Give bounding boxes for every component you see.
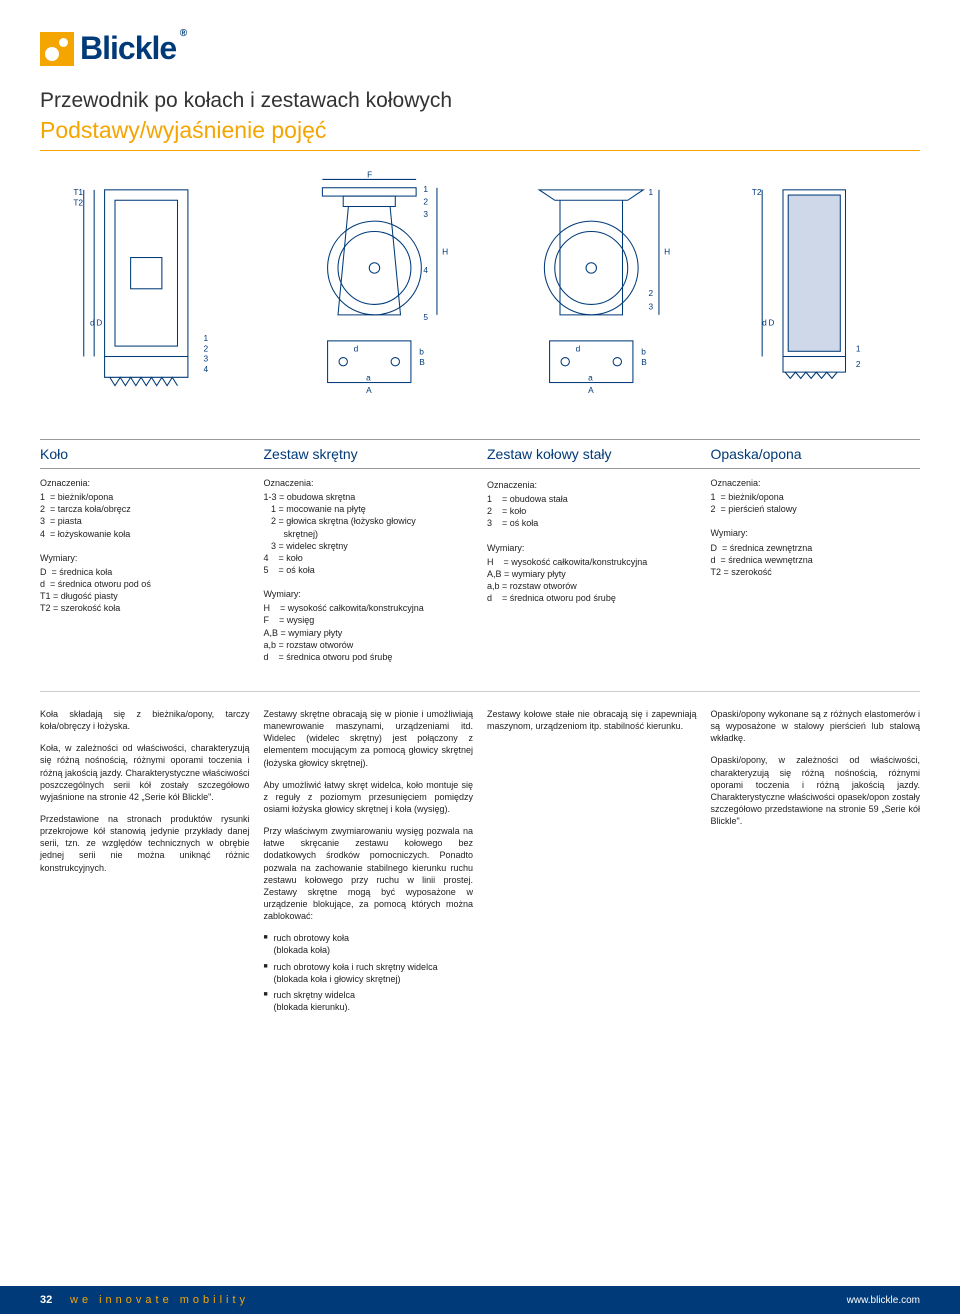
svg-text:1: 1 <box>204 333 209 343</box>
svg-text:D: D <box>768 317 774 327</box>
svg-text:b: b <box>641 346 646 356</box>
svg-text:1: 1 <box>649 187 654 197</box>
svg-text:2: 2 <box>204 343 209 353</box>
diagram-wheel: T1T2 12 34 Dd <box>40 169 253 419</box>
svg-text:B: B <box>419 357 425 367</box>
svg-text:1: 1 <box>855 343 860 353</box>
svg-text:H: H <box>664 246 670 256</box>
svg-text:T1: T1 <box>73 187 83 197</box>
svg-text:F: F <box>367 169 372 179</box>
col-1-defs: Oznaczenia: 1 = bieżnik/opona 2 = tarcza… <box>40 477 250 675</box>
svg-text:d: d <box>353 343 358 353</box>
column-headers: Koło Zestaw skrętny Zestaw kołowy stały … <box>40 439 920 469</box>
header-zestaw-skretny: Zestaw skrętny <box>264 446 474 462</box>
col-4-defs: Oznaczenia: 1 = bieżnik/opona 2 = pierśc… <box>711 477 921 675</box>
svg-text:4: 4 <box>423 265 428 275</box>
col-3-defs: Oznaczenia: 1 = obudowa stała 2 = koło 3… <box>487 477 697 675</box>
svg-text:D: D <box>96 317 102 327</box>
col-2-bullets: ruch obrotowy koła(blokada koła) ruch ob… <box>264 932 474 1013</box>
svg-text:2: 2 <box>649 288 654 298</box>
page-title: Przewodnik po kołach i zestawach kołowyc… <box>40 89 920 113</box>
svg-text:d: d <box>576 343 581 353</box>
page-number: 32 <box>40 1294 70 1306</box>
diagram-fixed-castor: 1 2 3 H Aa Bb d <box>485 169 698 419</box>
page-footer: 32 we innovate mobility www.blickle.com <box>0 1286 960 1314</box>
svg-text:d: d <box>762 317 767 327</box>
bullet-item: ruch obrotowy koła i ruch skrętny widelc… <box>264 961 474 985</box>
header-kolo: Koło <box>40 446 250 462</box>
page-subtitle: Podstawy/wyjaśnienie pojęć <box>40 117 920 151</box>
col-4-body: Opaski/opony wykonane są z różnych elast… <box>711 708 921 1017</box>
diagram-swivel-castor: F 1 2 3 4 5 H Aa Bb d <box>263 169 476 419</box>
svg-text:3: 3 <box>649 302 654 312</box>
bullet-item: ruch obrotowy koła(blokada koła) <box>264 932 474 956</box>
svg-text:A: A <box>588 385 594 395</box>
svg-text:5: 5 <box>423 312 428 322</box>
diagram-tyre-band: T2 1 2 Dd <box>708 169 921 419</box>
footer-tagline: we innovate mobility <box>70 1294 249 1306</box>
svg-text:2: 2 <box>855 359 860 369</box>
svg-text:a: a <box>366 372 371 382</box>
col-3-body: Zestawy kołowe stałe nie obracają się i … <box>487 708 697 1017</box>
header-opaska: Opaska/opona <box>711 446 921 462</box>
svg-text:2: 2 <box>423 196 428 206</box>
bullet-item: ruch skrętny widelca(blokada kierunku). <box>264 989 474 1013</box>
svg-text:a: a <box>588 372 593 382</box>
svg-text:T2: T2 <box>73 197 83 207</box>
svg-text:4: 4 <box>204 364 209 374</box>
svg-text:d: d <box>90 317 95 327</box>
col-2-defs: Oznaczenia: 1-3 = obudowa skrętna 1 = mo… <box>264 477 474 675</box>
svg-text:1: 1 <box>423 184 428 194</box>
svg-text:H: H <box>442 246 448 256</box>
svg-text:A: A <box>366 385 372 395</box>
svg-text:B: B <box>641 357 647 367</box>
logo-text: Blickle® <box>80 30 176 67</box>
svg-text:3: 3 <box>204 354 209 364</box>
col-2-body: Zestawy skrętne obracają się w pionie i … <box>264 708 474 1017</box>
diagram-row: T1T2 12 34 Dd <box>40 169 920 419</box>
footer-url: www.blickle.com <box>847 1295 920 1306</box>
logo-icon <box>40 32 74 66</box>
svg-text:T2: T2 <box>751 187 761 197</box>
logo: Blickle® <box>40 30 920 67</box>
svg-text:b: b <box>419 346 424 356</box>
col-1-body: Koła składają się z bieżnika/opony, tarc… <box>40 708 250 1017</box>
svg-text:3: 3 <box>423 209 428 219</box>
header-zestaw-staly: Zestaw kołowy stały <box>487 446 697 462</box>
